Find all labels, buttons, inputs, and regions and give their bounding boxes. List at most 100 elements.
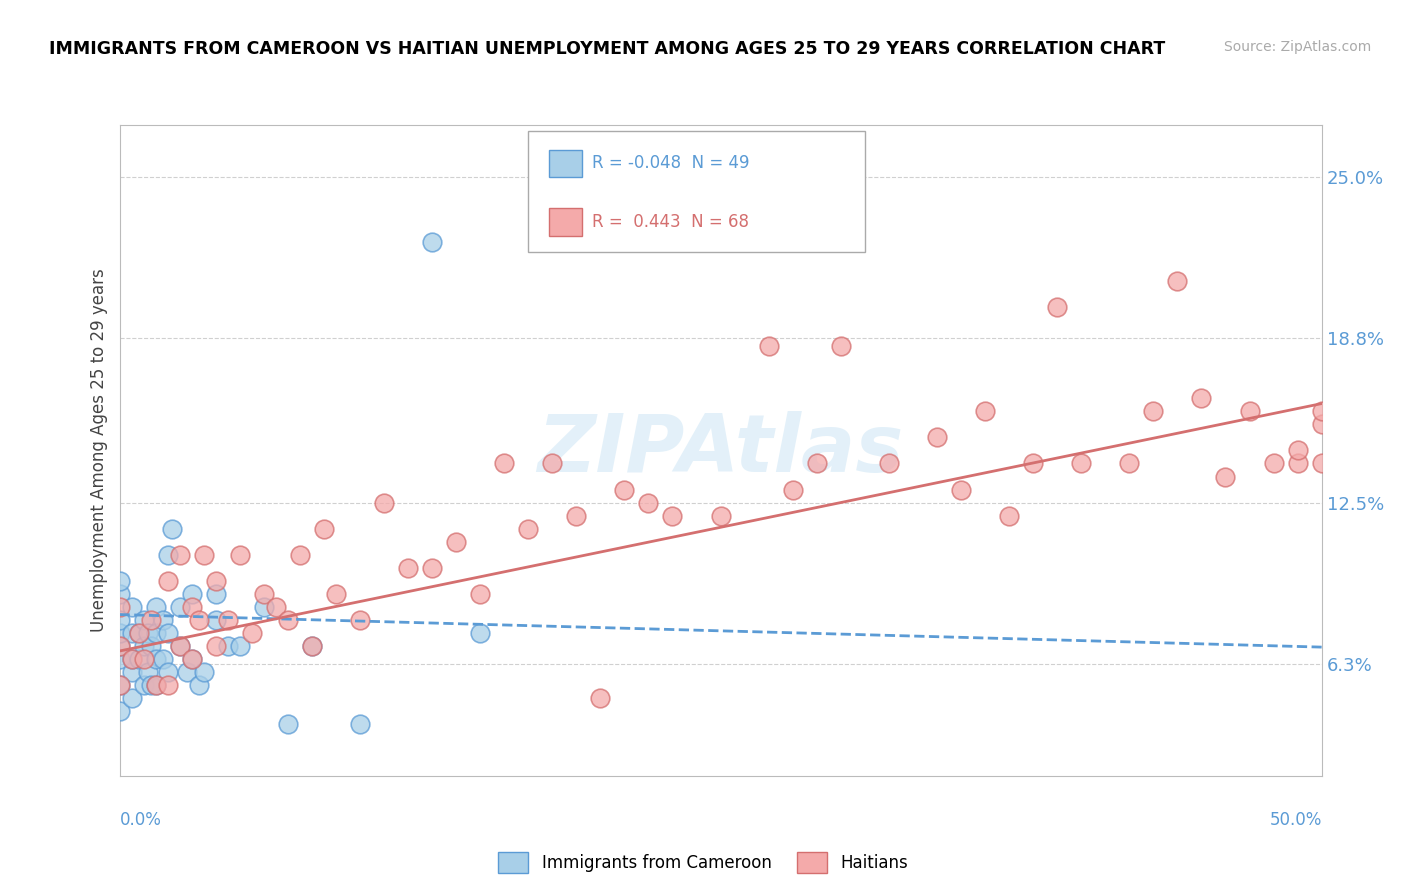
- Point: [613, 483, 636, 497]
- Point: [108, 587, 131, 601]
- Point: [132, 639, 155, 653]
- Point: [108, 639, 131, 653]
- Text: 50.0%: 50.0%: [1270, 811, 1322, 829]
- Bar: [548, 208, 582, 235]
- Point: [444, 534, 467, 549]
- Point: [180, 652, 202, 666]
- Point: [1239, 404, 1261, 418]
- Point: [145, 678, 167, 692]
- Point: [169, 548, 191, 562]
- Point: [1310, 417, 1333, 432]
- Text: ZIPAtlas: ZIPAtlas: [537, 411, 904, 490]
- Point: [325, 587, 347, 601]
- Point: [974, 404, 997, 418]
- Point: [169, 639, 191, 653]
- Point: [420, 560, 443, 574]
- Point: [156, 625, 179, 640]
- Point: [180, 587, 202, 601]
- Point: [152, 652, 174, 666]
- Point: [782, 483, 804, 497]
- FancyBboxPatch shape: [529, 131, 865, 252]
- Point: [204, 574, 226, 588]
- Point: [301, 639, 323, 653]
- Point: [138, 625, 160, 640]
- Text: 0.0%: 0.0%: [120, 811, 162, 829]
- Point: [1142, 404, 1164, 418]
- Point: [877, 457, 900, 471]
- Point: [138, 665, 160, 679]
- Point: [517, 522, 540, 536]
- Point: [1286, 457, 1309, 471]
- Point: [949, 483, 972, 497]
- Text: Source: ZipAtlas.com: Source: ZipAtlas.com: [1223, 40, 1371, 54]
- Legend: Immigrants from Cameroon, Haitians: Immigrants from Cameroon, Haitians: [492, 846, 914, 880]
- Point: [637, 495, 659, 509]
- Point: [108, 613, 131, 627]
- Point: [145, 625, 167, 640]
- Point: [108, 625, 131, 640]
- Point: [494, 457, 516, 471]
- Point: [132, 678, 155, 692]
- Point: [264, 599, 287, 614]
- Point: [169, 599, 191, 614]
- Point: [998, 508, 1021, 523]
- Point: [277, 717, 299, 731]
- Point: [187, 678, 209, 692]
- Point: [132, 652, 155, 666]
- Point: [420, 235, 443, 249]
- Point: [128, 625, 150, 640]
- Point: [121, 599, 143, 614]
- Point: [169, 639, 191, 653]
- Point: [312, 522, 335, 536]
- Point: [156, 548, 179, 562]
- Point: [709, 508, 731, 523]
- Point: [156, 678, 179, 692]
- Point: [1286, 443, 1309, 458]
- Y-axis label: Unemployment Among Ages 25 to 29 years: Unemployment Among Ages 25 to 29 years: [90, 268, 108, 632]
- Text: R =  0.443  N = 68: R = 0.443 N = 68: [592, 213, 749, 231]
- Point: [1118, 457, 1140, 471]
- Point: [589, 690, 612, 705]
- Point: [253, 599, 276, 614]
- Point: [349, 717, 371, 731]
- Point: [288, 548, 311, 562]
- Point: [156, 665, 179, 679]
- Point: [139, 678, 162, 692]
- Point: [1166, 274, 1188, 288]
- Bar: [548, 150, 582, 177]
- Point: [204, 639, 226, 653]
- Point: [1046, 300, 1069, 314]
- Point: [108, 678, 131, 692]
- Point: [176, 665, 198, 679]
- Point: [121, 652, 143, 666]
- Point: [685, 196, 707, 211]
- Point: [806, 457, 828, 471]
- Point: [204, 613, 226, 627]
- Point: [108, 652, 131, 666]
- Point: [128, 625, 150, 640]
- Point: [193, 665, 215, 679]
- Point: [661, 508, 683, 523]
- Point: [145, 652, 167, 666]
- Point: [108, 704, 131, 718]
- Point: [217, 639, 239, 653]
- Point: [1310, 457, 1333, 471]
- Point: [121, 652, 143, 666]
- Point: [108, 639, 131, 653]
- Point: [373, 495, 395, 509]
- Point: [1070, 457, 1092, 471]
- Point: [145, 599, 167, 614]
- Point: [187, 613, 209, 627]
- Point: [139, 639, 162, 653]
- Point: [1215, 469, 1237, 483]
- Point: [1263, 457, 1285, 471]
- Point: [193, 548, 215, 562]
- Point: [830, 339, 852, 353]
- Point: [228, 548, 252, 562]
- Point: [253, 587, 276, 601]
- Point: [121, 625, 143, 640]
- Point: [108, 574, 131, 588]
- Point: [204, 587, 226, 601]
- Point: [128, 652, 150, 666]
- Point: [240, 625, 263, 640]
